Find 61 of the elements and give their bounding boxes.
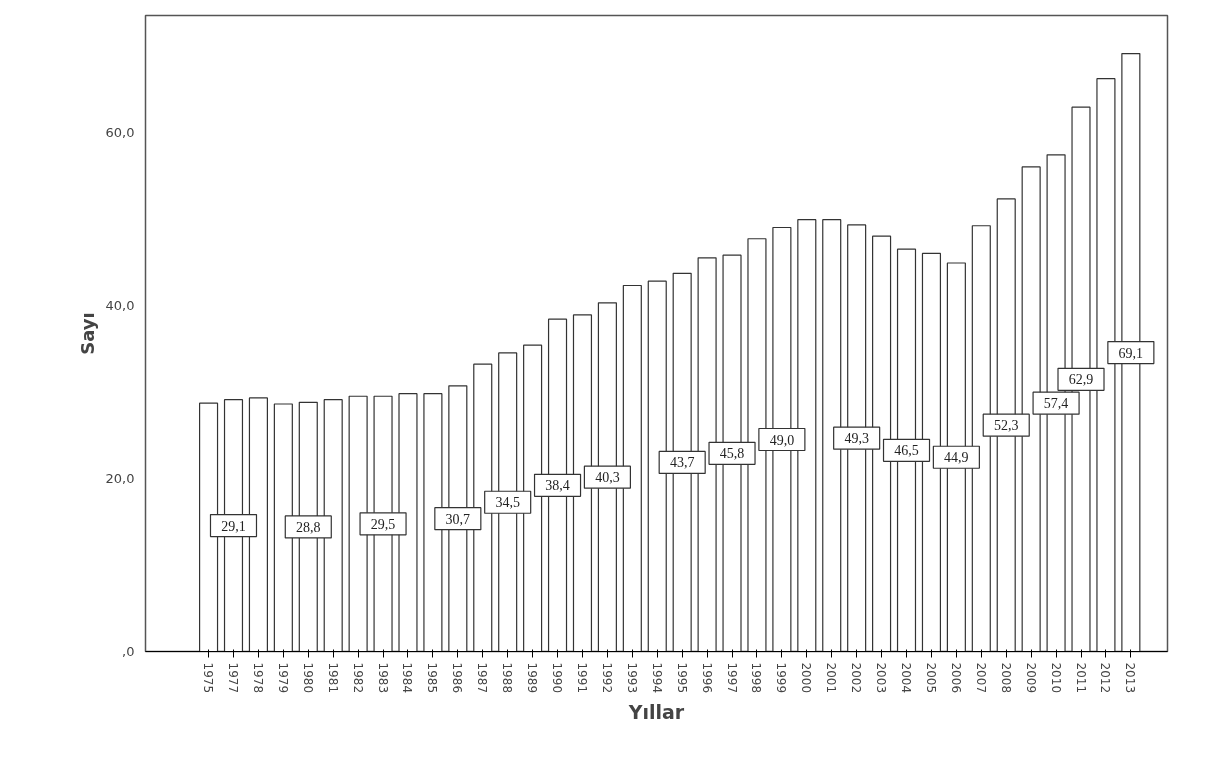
y-tick-label: ,0: [122, 644, 135, 659]
x-tick-label: 1979: [275, 662, 290, 694]
x-tick-label: 1991: [574, 662, 589, 694]
data-label: 38,4: [545, 478, 570, 494]
data-label: 34,5: [495, 495, 520, 511]
x-tick-label: 2000: [799, 662, 814, 694]
x-tick-label: 1977: [225, 662, 240, 694]
x-tick-label: 1975: [201, 662, 216, 694]
data-label: 49,0: [769, 432, 795, 448]
x-tick-label: 1984: [400, 662, 415, 694]
x-tick-label: 1994: [649, 662, 664, 694]
x-tick-label: 2009: [1023, 662, 1038, 694]
x-tick-label: 1998: [749, 662, 764, 694]
x-tick-label: 1988: [500, 662, 515, 694]
x-tick-label: 1995: [674, 662, 689, 694]
data-label: 69,1: [1118, 345, 1144, 361]
x-tick-label: 2002: [849, 662, 864, 694]
x-tick-label: 2003: [874, 662, 889, 694]
x-tick-label: 1992: [599, 662, 614, 694]
x-tick-label: 1993: [624, 662, 639, 694]
data-label: 62,9: [1068, 372, 1094, 388]
data-label: 44,9: [944, 450, 969, 466]
x-tick-label: 1990: [550, 662, 565, 694]
data-label: 29,1: [221, 518, 246, 534]
data-label: 43,7: [669, 455, 695, 471]
data-label: 45,8: [719, 446, 745, 462]
x-tick-label: 2006: [948, 662, 963, 694]
data-label: 40,3: [595, 470, 620, 486]
y-tick-label: 40,0: [105, 297, 135, 313]
data-label: 28,8: [296, 519, 321, 535]
x-tick-label: 1981: [325, 662, 340, 694]
data-label: 52,3: [993, 418, 1019, 434]
data-label: 29,5: [370, 516, 396, 532]
x-axis-title: Yıllar: [627, 701, 685, 724]
x-tick-label: 1996: [699, 662, 714, 694]
x-tick-label: 1980: [300, 662, 315, 694]
y-tick-label: 60,0: [105, 124, 135, 140]
y-tick-label: 20,0: [105, 470, 135, 486]
x-tick-label: 2012: [1098, 662, 1113, 694]
x-tick-label: 1983: [375, 662, 390, 694]
x-tick-label: 2008: [998, 662, 1013, 694]
data-label: 46,5: [894, 443, 919, 459]
x-tick-label: 1985: [425, 662, 440, 694]
x-tick-label: 2001: [824, 662, 839, 694]
y-axis-title: Sayı: [76, 312, 98, 355]
x-tick-label: 1997: [724, 662, 739, 694]
x-tick-label: 1999: [774, 662, 789, 694]
x-tick-label: 2007: [973, 662, 988, 694]
x-tick-label: 1987: [475, 662, 490, 694]
data-label: 49,3: [844, 431, 869, 447]
x-tick-label: 1978: [250, 662, 265, 694]
x-tick-label: 2005: [923, 662, 938, 694]
x-tick-label: 1989: [525, 662, 540, 694]
data-label: 30,7: [445, 511, 471, 527]
data-label: 57,4: [1043, 396, 1069, 412]
x-tick-label: 2004: [899, 662, 914, 694]
x-tick-label: 2011: [1073, 662, 1088, 694]
x-tick-label: 1982: [350, 662, 365, 694]
x-tick-label: 2010: [1048, 662, 1063, 694]
x-tick-label: 2013: [1123, 662, 1138, 694]
x-tick-label: 1986: [450, 662, 465, 694]
